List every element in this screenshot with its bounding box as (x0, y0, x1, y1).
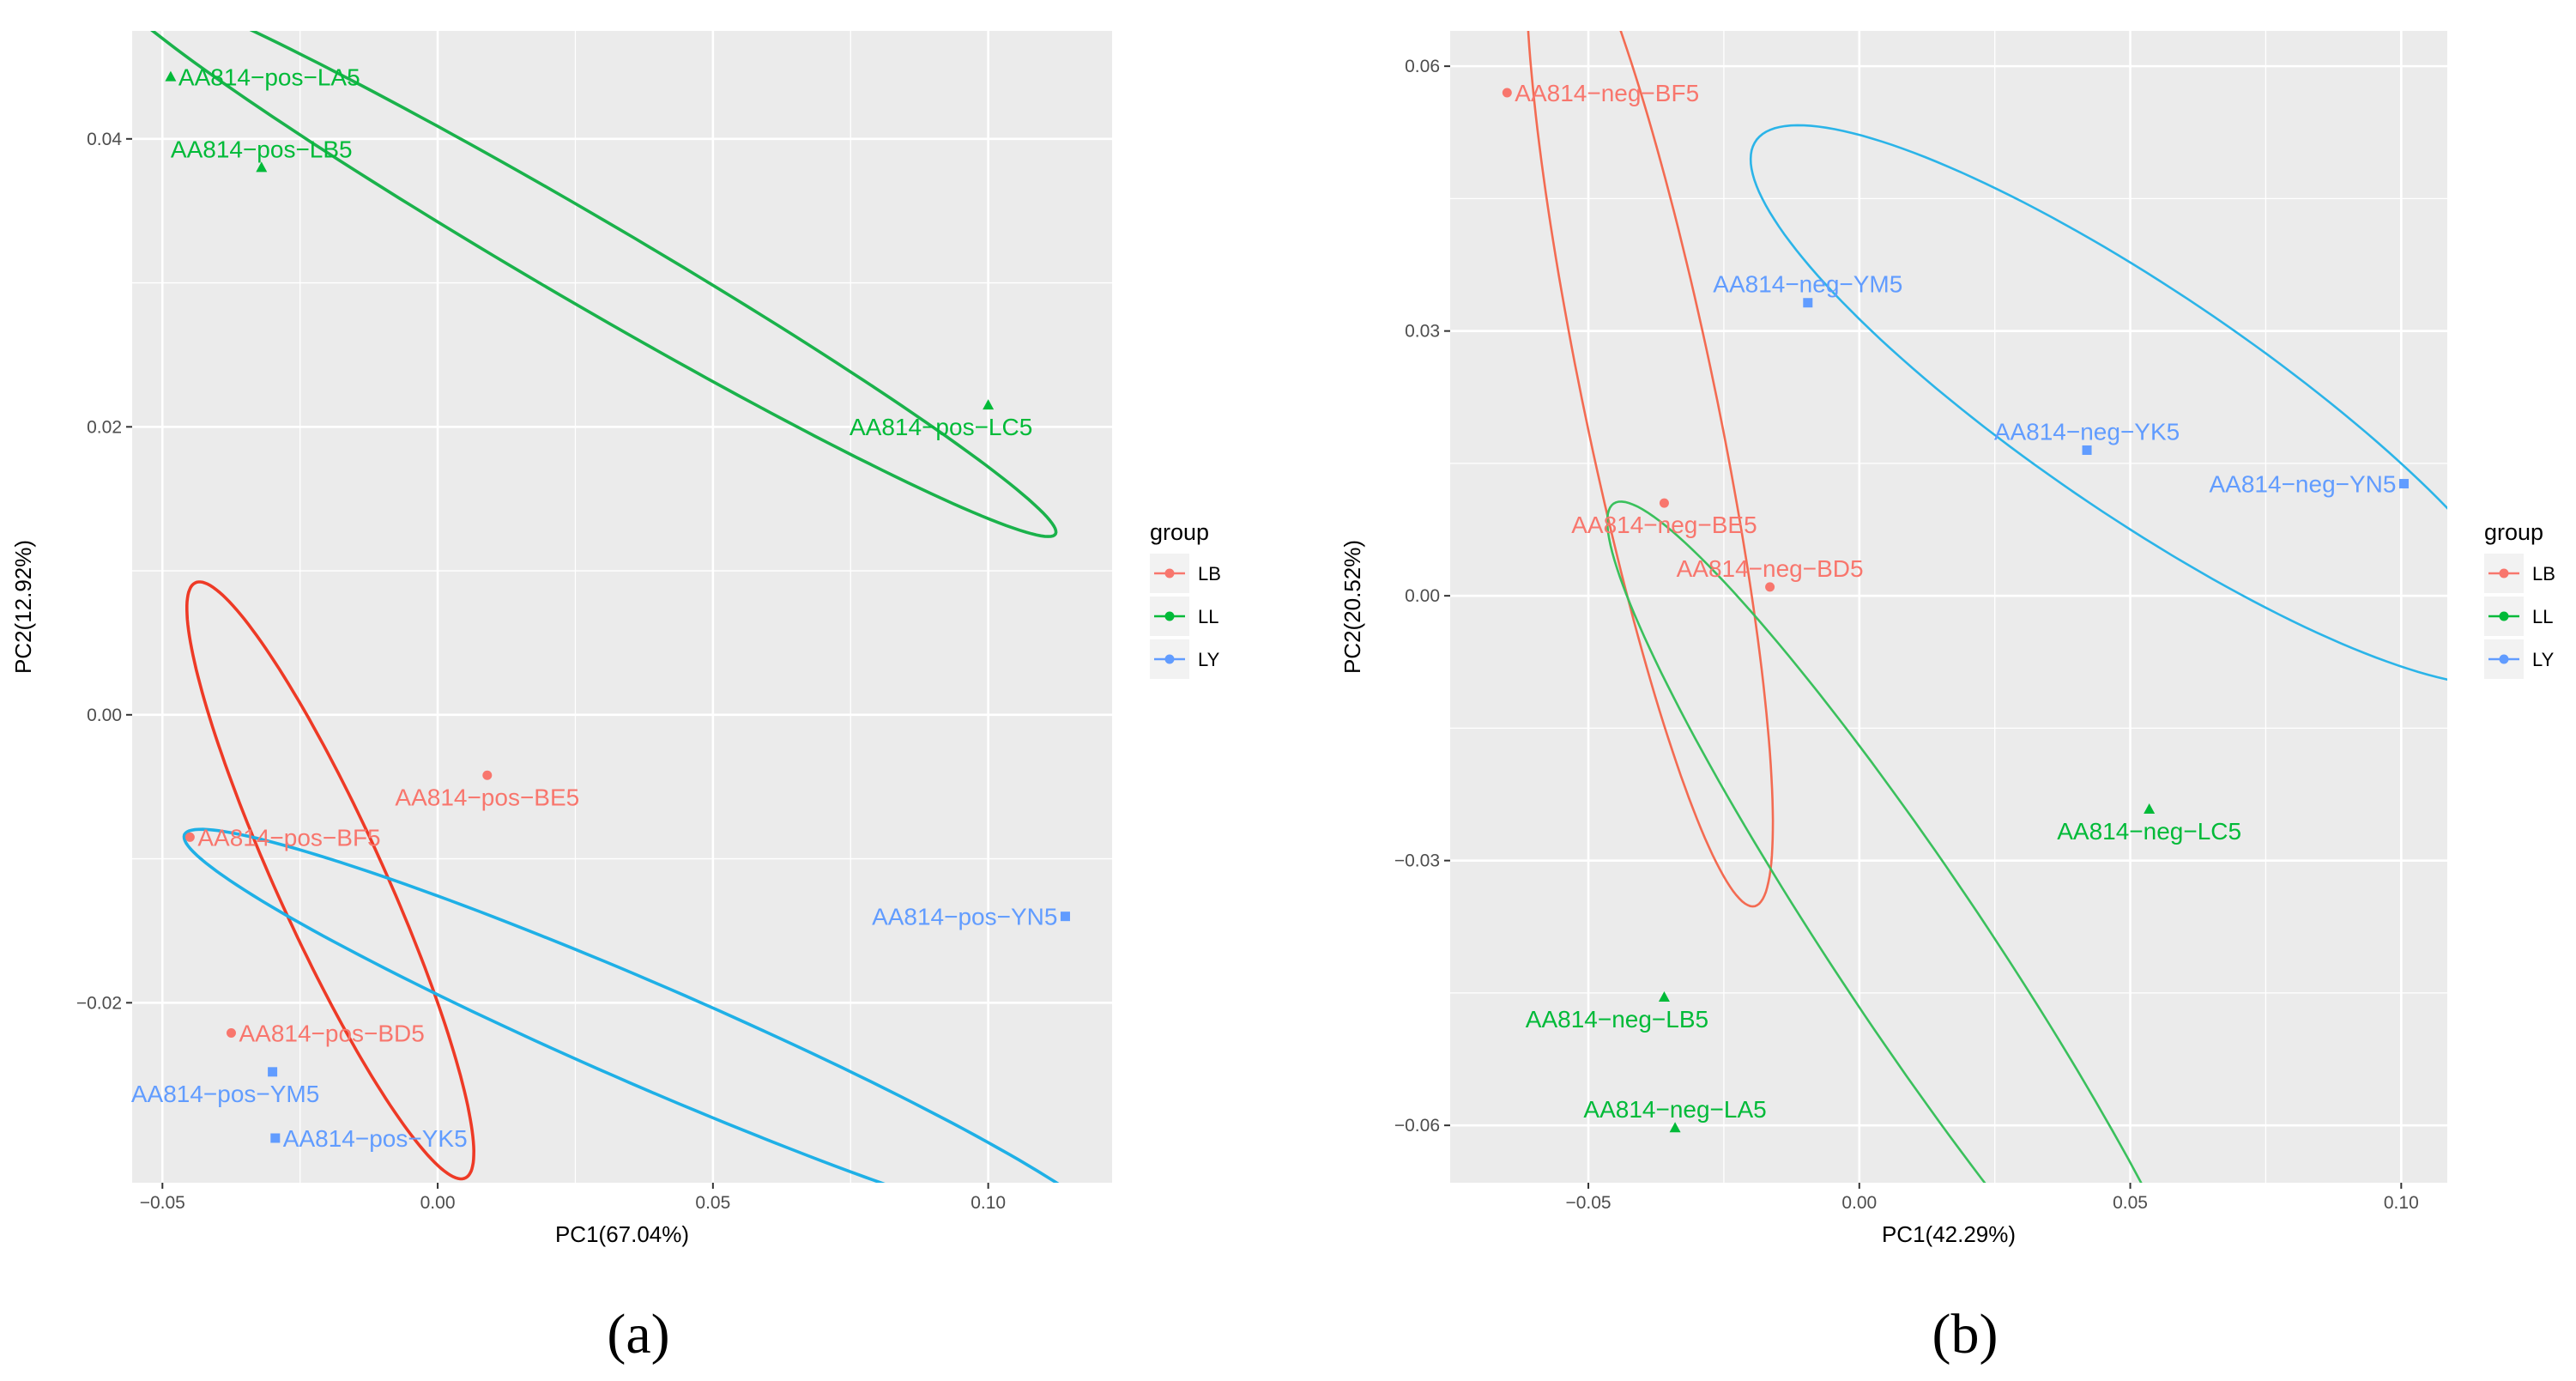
plot-background (1450, 31, 2447, 1183)
legend-label-ll: LL (1198, 606, 1218, 627)
legend-marker-ly (2499, 654, 2509, 664)
x-tick-label: 0.05 (695, 1193, 730, 1213)
point-label: AA814−neg−LC5 (2057, 818, 2241, 845)
point-ly (270, 1133, 281, 1143)
y-tick-label: 0.04 (87, 130, 122, 149)
x-axis-title: PC1(67.04%) (555, 1221, 689, 1247)
point-ll (165, 70, 177, 82)
y-axis-title: PC2(20.52%) (1339, 540, 1365, 674)
legend-marker-ll (2499, 611, 2509, 621)
y-tick-label: −0.03 (1394, 851, 1440, 871)
point-label: AA814−neg−BD5 (1677, 555, 1864, 582)
ellipse-lb (1527, 31, 1775, 908)
legend-marker-ll (1164, 611, 1175, 621)
point-lb (184, 832, 195, 842)
x-tick-label: 0.05 (2113, 1193, 2148, 1213)
ellipse-ll (1605, 500, 2143, 1183)
point-label: AA814−pos−YN5 (872, 904, 1057, 930)
ellipse-ly (1749, 124, 2447, 681)
point-label: AA814−pos−YM5 (131, 1081, 320, 1107)
ellipse-ll (150, 31, 1058, 538)
y-tick-label: −0.06 (1394, 1116, 1440, 1136)
panel-label-a: (a) (607, 1303, 669, 1366)
panel-label-b: (b) (1932, 1303, 1999, 1366)
legend-label-ly: LY (1198, 649, 1220, 670)
point-label: AA814−pos−BF5 (197, 824, 380, 851)
point-label: AA814−pos−LC5 (850, 414, 1032, 440)
legend-label-lb: LB (1198, 563, 1221, 585)
point-label: AA814−neg−YK5 (1994, 418, 2180, 445)
point-ly (1060, 912, 1070, 922)
point-ly (2398, 479, 2409, 489)
point-ly (2082, 445, 2092, 455)
point-label: AA814−pos−LA5 (178, 64, 360, 91)
point-ly (1803, 298, 1813, 308)
point-label: AA814−neg−YN5 (2210, 471, 2397, 498)
panel-a: −0.05 0.00 0.05 0.10 −0.02 0.00 0.02 0.04 PC1(67… (10, 31, 1221, 1247)
x-tick-label: −0.05 (140, 1193, 185, 1213)
x-axis-title: PC1(42.29%) (1882, 1221, 2016, 1247)
point-lb (226, 1028, 236, 1039)
point-label: AA814−neg−LA5 (1583, 1096, 1766, 1123)
point-ll (1669, 1122, 1681, 1133)
point-label: AA814−neg−LB5 (1526, 1006, 1708, 1033)
point-ll (2144, 803, 2156, 815)
point-label: AA814−pos−BD5 (239, 1021, 424, 1047)
plot-background (132, 31, 1112, 1183)
legend-marker-ly (1164, 654, 1175, 664)
point-label: AA814−pos−BE5 (395, 784, 579, 810)
legend-label-lb: LB (2532, 563, 2555, 585)
legend-label-ly: LY (2532, 649, 2555, 670)
point-ll (1658, 991, 1670, 1002)
y-axis-title: PC2(12.92%) (10, 540, 36, 674)
point-label: AA814−neg−BF5 (1515, 80, 1699, 106)
legend-marker-lb (1164, 568, 1175, 578)
y-tick-label: 0.00 (87, 706, 122, 725)
y-tick-label: 0.06 (1405, 57, 1440, 76)
y-tick-label: −0.02 (76, 993, 122, 1013)
x-tick-label: 0.00 (420, 1193, 456, 1213)
point-lb (482, 770, 493, 780)
y-tick-label: 0.00 (1405, 586, 1440, 606)
legend-title: group (1150, 519, 1209, 545)
ellipse-lb (185, 580, 476, 1181)
point-lb (1765, 582, 1775, 592)
y-tick-label: 0.02 (87, 417, 122, 437)
point-label: AA814−neg−YM5 (1713, 271, 1902, 298)
point-label: AA814−neg−BE5 (1571, 512, 1757, 538)
x-tick-label: −0.05 (1565, 1193, 1611, 1213)
panel-b: −0.05 0.00 0.05 0.10 −0.06 −0.03 0.00 0.03 0.06 P… (1339, 31, 2555, 1247)
x-tick-label: 0.00 (1841, 1193, 1877, 1213)
point-label: AA814−pos−YK5 (283, 1125, 468, 1152)
ellipse-layer (150, 31, 1060, 1183)
point-lb (1502, 88, 1512, 98)
x-tick-label: 0.10 (2384, 1193, 2419, 1213)
point-ll (983, 399, 995, 410)
legend-title: group (2484, 519, 2543, 545)
ellipse-layer (1527, 31, 2447, 1183)
y-tick-label: 0.03 (1405, 322, 1440, 342)
legend-label-ll: LL (2532, 606, 2553, 627)
x-tick-label: 0.10 (971, 1193, 1006, 1213)
ellipse-ly (182, 827, 1060, 1183)
point-ly (268, 1067, 278, 1077)
point-lb (1659, 498, 1669, 508)
point-label: AA814−pos−LB5 (171, 136, 353, 162)
point-ll (256, 161, 268, 173)
legend-marker-lb (2499, 568, 2509, 578)
